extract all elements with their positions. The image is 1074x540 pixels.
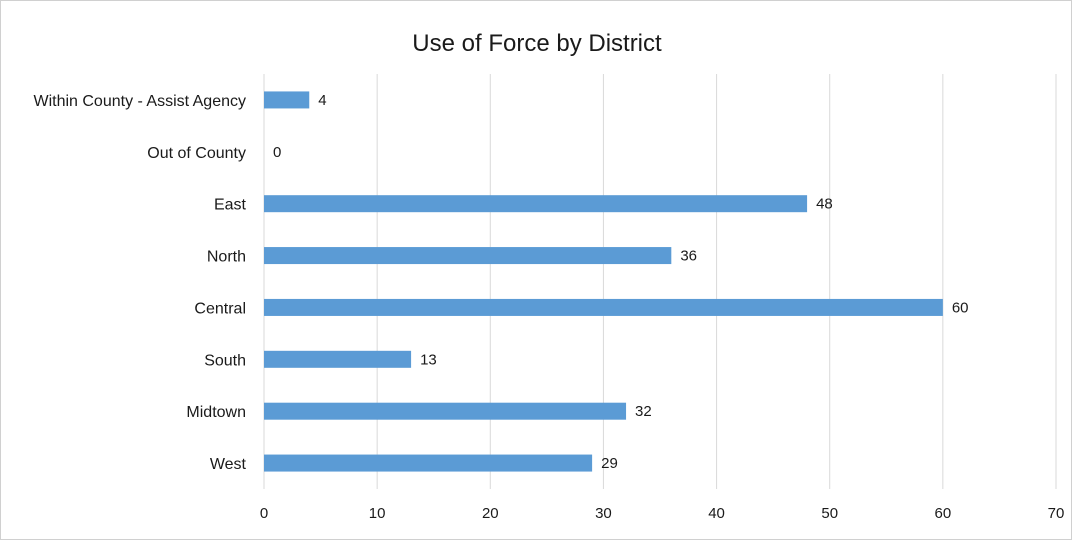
bar-north [264, 247, 672, 265]
category-label: East [214, 197, 247, 214]
data-label: 0 [273, 144, 281, 161]
data-label: 13 [420, 351, 437, 368]
bar-midtown [264, 402, 627, 420]
category-label: North [207, 249, 246, 266]
x-tick-label: 50 [821, 505, 838, 522]
category-label: Midtown [186, 404, 246, 421]
gridlines [263, 74, 1057, 489]
data-label: 29 [601, 455, 618, 472]
bar-within-county-assist-agency [264, 91, 310, 109]
category-label: Central [194, 300, 246, 317]
category-label: Within County - Assist Agency [33, 93, 246, 110]
x-tick-label: 10 [369, 505, 386, 522]
x-tick-label: 20 [482, 505, 499, 522]
data-label: 4 [318, 92, 326, 109]
data-label: 48 [816, 196, 833, 213]
category-labels: Within County - Assist Agency Out of Coun… [33, 93, 246, 473]
x-tick-label: 60 [935, 505, 952, 522]
bar-east [264, 195, 808, 213]
data-label: 36 [680, 248, 697, 265]
bar-west [264, 454, 593, 472]
x-tick-label: 70 [1048, 505, 1065, 522]
bar-central [264, 298, 943, 316]
x-tick-label: 0 [260, 505, 268, 522]
data-label: 60 [952, 299, 969, 316]
data-labels: 4 0 48 36 60 13 32 29 [273, 92, 969, 472]
bar-south [264, 350, 412, 368]
data-label: 32 [635, 403, 652, 420]
category-label: South [204, 352, 246, 369]
category-label: West [210, 456, 247, 473]
x-tick-label: 40 [708, 505, 725, 522]
category-label: Out of County [147, 145, 246, 162]
x-tick-labels: 0 10 20 30 40 50 60 70 [260, 505, 1065, 522]
chart-title: Use of Force by District [412, 30, 662, 57]
bars [264, 91, 943, 472]
bar-chart: Use of Force by District 40483660133229 … [33, 30, 1065, 522]
x-tick-label: 30 [595, 505, 612, 522]
